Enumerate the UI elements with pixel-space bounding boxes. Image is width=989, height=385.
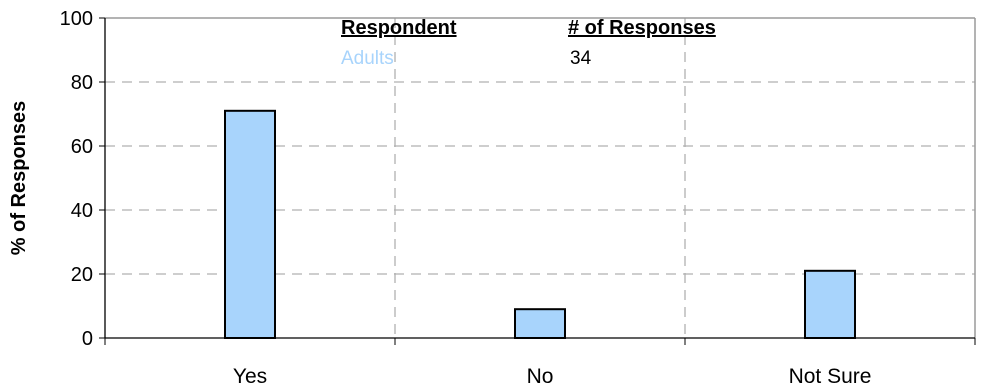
legend-series-name: Adults xyxy=(341,48,394,69)
bar-no xyxy=(514,308,566,340)
axes xyxy=(99,17,976,345)
legend-header-responses: # of Responses xyxy=(568,17,716,39)
x-category-label: No xyxy=(527,365,554,385)
legend: Respondent # of Responses Adults 34 xyxy=(341,17,716,69)
x-category-labels: Yes No Not Sure xyxy=(233,365,872,385)
y-tick-label: 40 xyxy=(71,200,93,222)
x-category-label: Not Sure xyxy=(789,365,872,385)
y-tick-label: 60 xyxy=(71,136,93,158)
y-tick-labels: 0 20 40 60 80 100 xyxy=(60,8,93,350)
y-tick-label: 100 xyxy=(60,8,93,30)
y-tick-label: 80 xyxy=(71,72,93,94)
x-category-label: Yes xyxy=(233,365,267,385)
bars xyxy=(224,109,856,340)
y-tick-label: 0 xyxy=(82,328,93,350)
bar-yes xyxy=(224,109,276,339)
y-tick-label: 20 xyxy=(71,264,93,286)
legend-header-respondent: Respondent xyxy=(341,17,457,39)
bar-not-sure xyxy=(804,269,856,339)
y-axis-title: % of Responses xyxy=(8,101,30,255)
legend-response-count: 34 xyxy=(570,48,592,69)
